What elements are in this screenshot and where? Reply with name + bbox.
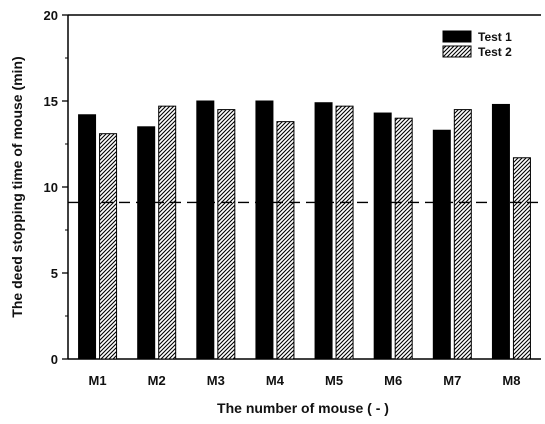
bar-m6-series-2 [394,117,413,360]
y-axis: 0 5 10 15 20 [44,8,68,367]
bar-m7-series-2 [453,109,472,360]
bar-m8-series-1 [491,103,510,360]
y-tick-label: 5 [51,266,58,281]
bar-m5-series-2 [335,105,354,360]
x-tick-label: M7 [443,373,461,388]
legend-label-1: Test 1 [478,30,512,44]
legend-swatch-2 [442,45,472,58]
y-tick-label: 0 [51,352,58,367]
bar-m5-series-1 [314,102,333,360]
y-axis-title: The deed stopping time of mouse (min) [9,56,25,317]
bar-m2-series-2 [158,105,177,360]
legend-swatch-1 [442,30,472,43]
bar-m6-series-1 [373,112,392,360]
y-tick-label: 20 [44,8,58,23]
bar-m3-series-1 [196,100,215,360]
x-tick-label: M1 [89,373,107,388]
x-axis-title: The number of mouse ( - ) [217,400,389,416]
x-tick-label: M4 [266,373,285,388]
bar-m4-series-1 [255,100,274,360]
x-axis: M1 M2 M3 M4 M5 M6 M7 M8 [89,373,521,388]
x-tick-label: M6 [384,373,402,388]
x-tick-label: M5 [325,373,343,388]
y-tick-label: 10 [44,180,58,195]
x-tick-label: M8 [502,373,520,388]
bar-m3-series-2 [217,109,236,360]
y-tick-label: 15 [44,94,58,109]
bar-m1-series-2 [99,133,118,360]
x-tick-label: M2 [148,373,166,388]
x-tick-label: M3 [207,373,225,388]
bar-m2-series-1 [137,126,156,360]
bars [78,100,531,360]
bar-m4-series-2 [276,121,295,360]
bar-m7-series-1 [432,129,451,360]
legend-label-2: Test 2 [478,45,512,59]
bar-m8-series-2 [512,157,531,360]
bar-m1-series-1 [78,114,97,360]
